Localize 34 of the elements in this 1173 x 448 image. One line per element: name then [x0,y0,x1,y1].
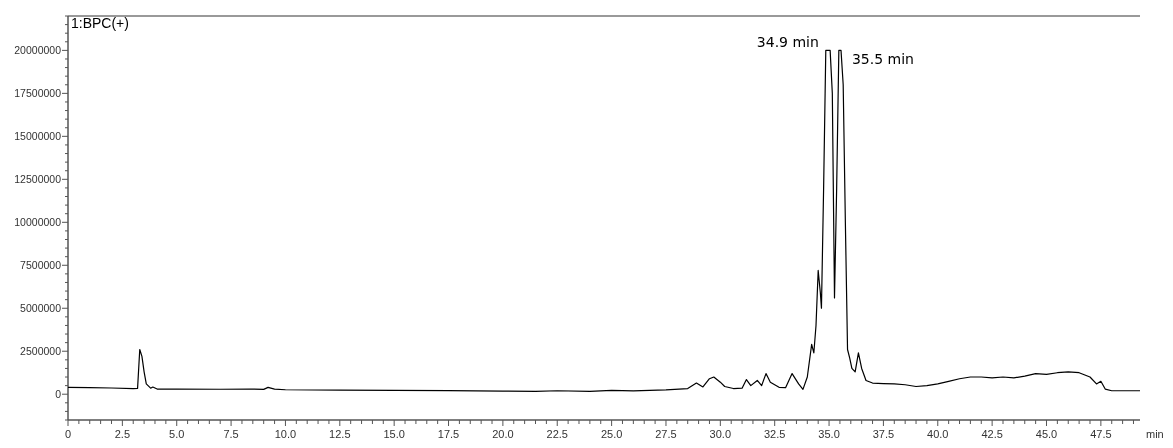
x-axis-title: min [1146,428,1164,440]
x-tick-label: 30.0 [709,428,732,440]
y-tick-label: 20000000 [14,44,62,57]
x-tick-label: 12.5 [329,428,351,440]
x-tick-label: 15.0 [383,428,405,440]
x-tick-label: 5.0 [169,428,185,440]
chart-title: 1:BPC(+) [71,15,129,31]
annotation: 34.9 min [756,34,819,51]
x-tick-label: 45.0 [1035,428,1058,440]
x-tick-label: 32.5 [763,428,786,440]
x-tick-label: 20.0 [492,428,514,440]
x-tick-label: 37.5 [872,428,895,440]
x-tick-label: 2.5 [114,428,131,440]
x-tick-label: 47.5 [1090,428,1112,440]
y-tick-label: 2500000 [20,344,62,357]
x-tick-label: 10.0 [274,428,297,440]
y-tick-label: 10000000 [14,215,62,228]
y-tick-label: 7500000 [20,258,62,271]
x-tick-label: 35.0 [818,428,840,440]
y-tick-label: 17500000 [14,87,62,100]
y-tick-label: 12500000 [14,172,62,185]
x-tick-label: 40.0 [927,428,949,440]
line-series [67,49,1141,392]
annotation: 35.5 min [851,51,914,68]
y-tick-label: 15000000 [14,130,62,143]
x-tick-label: 17.5 [437,428,460,440]
x-tick-label: 7.5 [223,428,239,440]
x-tick-label: 22.5 [546,428,568,440]
x-tick-label: 0 [64,428,72,440]
x-tick-label: 42.5 [981,428,1003,440]
y-tick-label: 5000000 [20,301,62,314]
x-tick-label: 25.0 [600,428,623,440]
y-tick-label: 0 [55,387,62,400]
x-tick-label: 27.5 [655,428,677,440]
